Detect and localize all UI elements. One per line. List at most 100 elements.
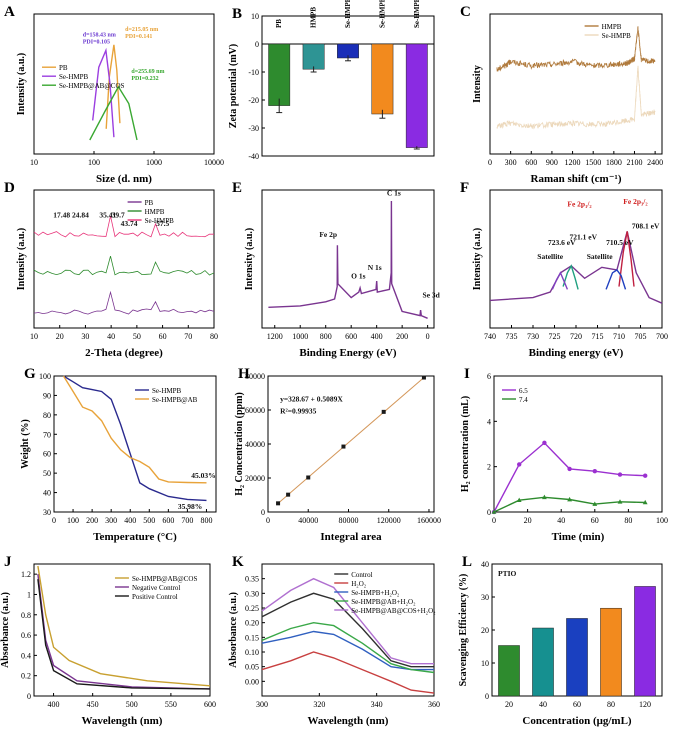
y-tick-label: 40000 bbox=[245, 440, 265, 449]
panel-l: L Scavenging Efficiency (%) Concentration … bbox=[458, 554, 663, 727]
x-axis-label: Size (d. nm) bbox=[96, 173, 152, 185]
x-tick-label: 400 bbox=[48, 700, 60, 709]
annotation: O 1s bbox=[351, 271, 365, 280]
category-label: 20 bbox=[505, 700, 513, 709]
legend-label: Se-HMPB@AB+H₂O₂ bbox=[351, 598, 416, 606]
annotation: N 1s bbox=[368, 263, 382, 272]
plot-frame bbox=[493, 375, 663, 513]
x-tick-label: 1500 bbox=[585, 158, 601, 167]
x-tick-label: 300 bbox=[505, 158, 517, 167]
x-tick-label: 300 bbox=[105, 516, 117, 525]
x-tick-label: 0 bbox=[266, 516, 270, 525]
y-tick-label: 30 bbox=[481, 593, 489, 602]
panel-letter: F bbox=[460, 180, 469, 196]
annotation: 45.03% bbox=[191, 471, 215, 480]
y-tick-label: 50 bbox=[43, 469, 51, 478]
x-axis-label: Temperature (°C) bbox=[93, 531, 177, 543]
x-tick-label: 300 bbox=[256, 700, 268, 709]
y-tick-label: 0 bbox=[487, 508, 491, 517]
annotation: Fe 2p bbox=[319, 230, 337, 239]
legend-label: Se-HMPB bbox=[59, 73, 89, 81]
annotation: Satellite bbox=[587, 252, 613, 261]
plot-frame bbox=[261, 15, 435, 157]
y-tick-label: 4 bbox=[487, 417, 491, 426]
annotation: y=328.67 + 0.5089X bbox=[280, 395, 343, 404]
annotation: C 1s bbox=[387, 189, 401, 198]
legend-label: Se-HMPB bbox=[152, 387, 182, 395]
annotation: 17.48 bbox=[53, 211, 70, 220]
plot-frame bbox=[261, 563, 435, 697]
y-tick-label: 0.00 bbox=[245, 677, 259, 686]
data-point bbox=[617, 499, 623, 504]
y-tick-label: -30 bbox=[248, 124, 259, 133]
annotation: d=255.69 nm bbox=[131, 69, 164, 75]
category-label: Se-HMPB@AB@COS bbox=[413, 0, 421, 28]
x-tick-label: 800 bbox=[320, 332, 332, 341]
panel-k: K Absorbance (a.u.) Wavelength (nm) 0.00 0.0… bbox=[228, 554, 440, 727]
x-axis-label: Binding Energy (eV) bbox=[299, 347, 397, 359]
y-tick-label: 0.15 bbox=[245, 633, 259, 642]
x-tick-label: 1000 bbox=[146, 158, 162, 167]
y-tick-label: 0.20 bbox=[245, 619, 259, 628]
series-line-1 bbox=[37, 574, 211, 690]
category-label: HMPB bbox=[310, 7, 318, 28]
y-tick-label: 40 bbox=[43, 489, 51, 498]
y-tick-label: 0 bbox=[255, 40, 259, 49]
x-tick-label: 1000 bbox=[292, 332, 308, 341]
y-tick-label: 1.2 bbox=[21, 570, 31, 579]
y-tick-label: 6 bbox=[487, 372, 491, 381]
series-line-0 bbox=[268, 200, 428, 319]
x-axis-label: Wavelength (nm) bbox=[82, 715, 163, 727]
panel-letter: A bbox=[4, 4, 15, 20]
y-axis-label: Weight (%) bbox=[20, 419, 31, 469]
y-axis-label: Absorbance (a.u.) bbox=[228, 592, 239, 668]
series-line-1 bbox=[62, 375, 207, 484]
annotation: 708.1 eV bbox=[632, 222, 660, 231]
category-label: Se-HMPB@AB bbox=[378, 0, 386, 28]
x-tick-label: 320 bbox=[313, 700, 325, 709]
legend-label: H₂O₂ bbox=[351, 580, 367, 588]
data-point bbox=[341, 444, 346, 449]
y-tick-label: 0.25 bbox=[245, 604, 259, 613]
y-axis-label: Intensity (a.u.) bbox=[16, 53, 27, 116]
x-tick-label: 500 bbox=[143, 516, 155, 525]
x-axis-label: Raman shift (cm⁻¹) bbox=[531, 173, 622, 185]
panel-b: B Zeta potential (mV) 10 0 -10 -20 -30 -40 PB HMP… bbox=[228, 0, 435, 161]
y-tick-label: 0.05 bbox=[245, 663, 259, 672]
annotation: R²=0.99935 bbox=[280, 406, 317, 415]
x-tick-label: 600 bbox=[345, 332, 357, 341]
plot-frame bbox=[489, 13, 663, 155]
series-line-2 bbox=[37, 579, 211, 690]
plot-frame bbox=[33, 563, 211, 697]
x-tick-label: 10 bbox=[30, 158, 38, 167]
x-tick-label: 400 bbox=[124, 516, 136, 525]
series-line-2 bbox=[89, 85, 138, 141]
y-tick-label: 0.8 bbox=[21, 611, 31, 620]
y-tick-label: 100 bbox=[39, 372, 51, 381]
x-tick-label: 2100 bbox=[626, 158, 642, 167]
x-tick-label: 0 bbox=[426, 332, 430, 341]
annotation: PTIO bbox=[498, 569, 517, 578]
panel-a: A Intensity (a.u.) Size (d. nm) 10 100 1000 10… bbox=[4, 4, 224, 185]
annotation: d=158.43 nm bbox=[83, 32, 116, 38]
x-tick-label: 1800 bbox=[606, 158, 622, 167]
annotation: 57.5 bbox=[156, 219, 169, 228]
data-point bbox=[276, 501, 281, 506]
x-tick-label: 100 bbox=[88, 158, 100, 167]
x-tick-label: 700 bbox=[656, 332, 668, 341]
plot-frame bbox=[53, 375, 217, 513]
bar-60 bbox=[566, 618, 588, 697]
data-point bbox=[592, 469, 597, 474]
category-label: Se-HMPB bbox=[344, 0, 352, 28]
data-point bbox=[516, 497, 522, 503]
x-tick-label: 725 bbox=[549, 332, 561, 341]
annotation: 723.6 eV bbox=[548, 238, 576, 247]
x-tick-label: 2400 bbox=[647, 158, 663, 167]
y-tick-label: 0 bbox=[261, 508, 265, 517]
y-tick-label: -10 bbox=[248, 68, 259, 77]
series-line-0 bbox=[63, 375, 207, 502]
data-point bbox=[421, 375, 426, 380]
x-tick-label: 160000 bbox=[417, 516, 441, 525]
bar-80 bbox=[600, 607, 622, 697]
y-axis-label: Intensity bbox=[472, 65, 483, 103]
